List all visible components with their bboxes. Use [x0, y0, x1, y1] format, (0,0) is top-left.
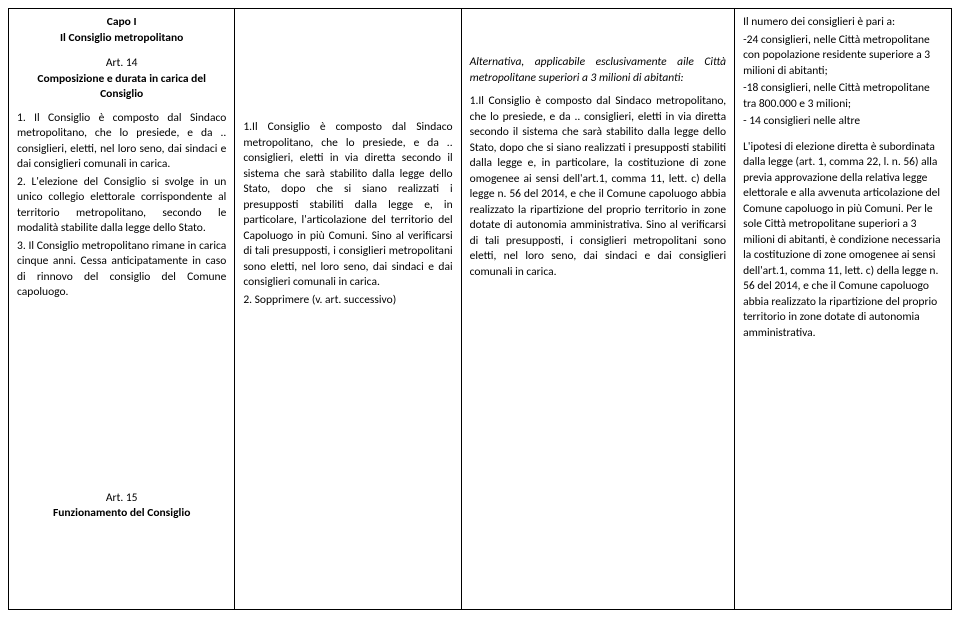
- alternative-header: Alternativa, applicabile esclusivamente …: [470, 55, 726, 86]
- chapter-number: Capo I: [17, 15, 226, 31]
- column-2: 1.Il Consiglio è composto dal Sindaco me…: [235, 9, 461, 610]
- article-15-title: Funzionamento del Consiglio: [17, 506, 226, 522]
- col4-line-2: -24 consiglieri, nelle Città metropolita…: [743, 33, 943, 80]
- col4-line-4: - 14 consiglieri nelle altre: [743, 114, 943, 130]
- col1-paragraph-3: 3. Il Consiglio metropolitano rimane in …: [17, 239, 226, 301]
- article-14-title: Composizione e durata in carica del Cons…: [17, 72, 226, 103]
- col2-paragraph-2: 2. Sopprimere (v. art. successivo): [243, 293, 452, 309]
- chapter-title: Il Consiglio metropolitano: [17, 31, 226, 47]
- col4-line-5: L'ipotesi di elezione diretta è subordin…: [743, 140, 943, 342]
- col3-paragraph-1: 1.Il Consiglio è composto dal Sindaco me…: [470, 94, 726, 280]
- column-4: Il numero dei consiglieri è pari a: -24 …: [735, 9, 952, 610]
- article-15-number: Art. 15: [17, 491, 226, 507]
- document-table: Capo I Il Consiglio metropolitano Art. 1…: [8, 8, 952, 610]
- col2-paragraph-1: 1.Il Consiglio è composto dal Sindaco me…: [243, 120, 452, 291]
- col4-line-3: -18 consiglieri, nelle Città metropolita…: [743, 81, 943, 112]
- column-3: Alternativa, applicabile esclusivamente …: [461, 9, 734, 610]
- article-14-number: Art. 14: [17, 56, 226, 72]
- col4-line-1: Il numero dei consiglieri è pari a:: [743, 15, 943, 31]
- column-1: Capo I Il Consiglio metropolitano Art. 1…: [9, 9, 235, 610]
- col1-paragraph-2: 2. L'elezione del Consiglio si svolge in…: [17, 175, 226, 237]
- col1-paragraph-1: 1. Il Consiglio è composto dal Sindaco m…: [17, 111, 226, 173]
